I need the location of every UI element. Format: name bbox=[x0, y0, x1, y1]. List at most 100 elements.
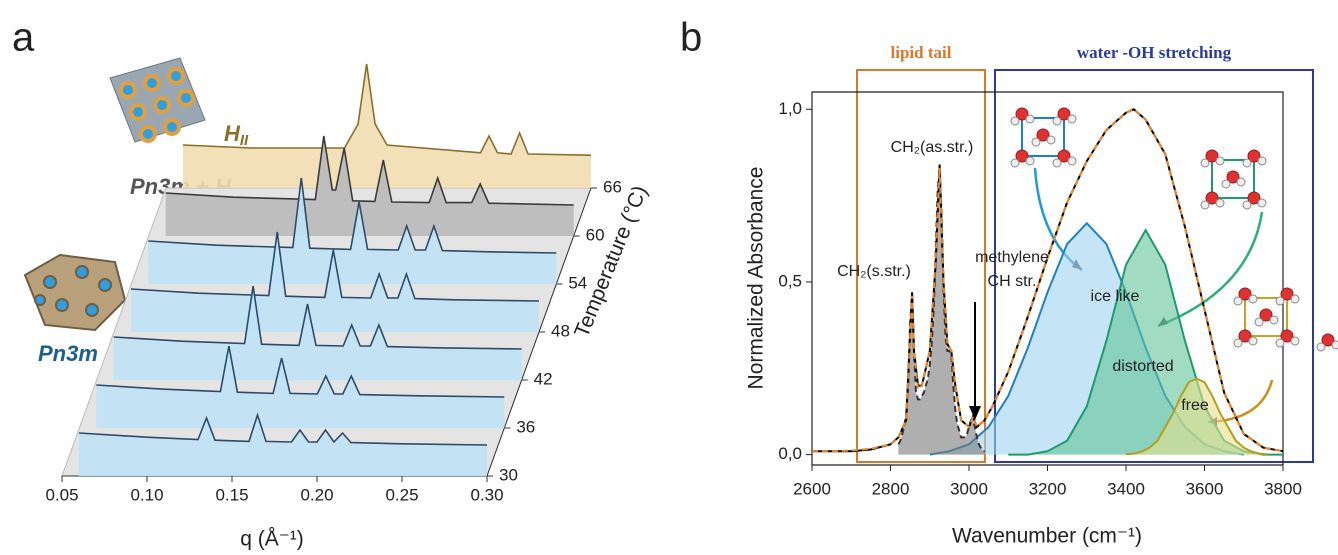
oxygen bbox=[1015, 107, 1029, 121]
x-axis-title: q (Å⁻¹) bbox=[240, 528, 304, 551]
ribbon-line bbox=[130, 231, 540, 302]
hydrogen bbox=[1200, 200, 1210, 210]
bond-box bbox=[1021, 117, 1065, 157]
hydrogen bbox=[1290, 294, 1300, 304]
y-tick-label: 0,0 bbox=[778, 444, 802, 463]
phase-label-text: H bbox=[224, 121, 241, 146]
annotation: CH str. bbox=[988, 273, 1037, 290]
annotation: CH₂(s.str.) bbox=[837, 263, 911, 280]
hydrogen bbox=[1275, 296, 1285, 306]
oxygen bbox=[1247, 191, 1261, 205]
hydrogen bbox=[1242, 158, 1252, 168]
oxygen bbox=[1057, 149, 1071, 163]
z-tick-label: 30 bbox=[499, 465, 518, 484]
ribbon-line bbox=[78, 412, 488, 446]
ribbon-fill bbox=[113, 286, 522, 380]
oxygen bbox=[1036, 128, 1050, 142]
y-axis-title: Normalized Absorbance bbox=[745, 167, 768, 390]
hydrogen bbox=[1052, 158, 1062, 168]
hydrogen bbox=[1233, 338, 1243, 348]
panel-b: b Normalized Absorbance Wavenumber (cm⁻¹… bbox=[680, 16, 1338, 548]
oxygen bbox=[1247, 149, 1261, 163]
hydrogen bbox=[1025, 156, 1035, 166]
x-tick-label: 3400 bbox=[1107, 479, 1145, 498]
region-box bbox=[994, 69, 1314, 463]
ribbon-fill bbox=[96, 346, 505, 428]
bond-box bbox=[1211, 159, 1255, 199]
panel-label: b bbox=[680, 16, 702, 60]
hii-illustration bbox=[109, 57, 206, 143]
panel-label: a bbox=[12, 16, 35, 60]
annotation-arrow-head bbox=[969, 406, 981, 420]
ribbon-line bbox=[165, 135, 574, 206]
region-box bbox=[856, 69, 986, 463]
ribbon-line bbox=[96, 345, 505, 398]
region-label: water -OH stretching bbox=[1077, 43, 1232, 62]
z-tick-label: 66 bbox=[603, 177, 622, 196]
annotation: methylene bbox=[975, 249, 1049, 266]
oxygen bbox=[1259, 308, 1273, 322]
x-tick-label: 2600 bbox=[793, 479, 831, 498]
y-tick-label: 1,0 bbox=[778, 99, 802, 118]
ribbon-fill bbox=[183, 64, 591, 188]
hydrogen bbox=[1233, 296, 1243, 306]
oxygen bbox=[1321, 333, 1335, 347]
oxygen bbox=[1280, 287, 1294, 301]
ribbon-fill bbox=[165, 136, 574, 236]
hydrogen bbox=[1031, 137, 1041, 147]
z-tick-label: 36 bbox=[516, 417, 535, 436]
x-axis-title: Wavenumber (cm⁻¹) bbox=[952, 525, 1142, 548]
hydrogen bbox=[1052, 116, 1062, 126]
hydrogen bbox=[1046, 135, 1056, 145]
ribbon-line bbox=[148, 177, 557, 254]
x-tick-label: 0.05 bbox=[45, 485, 78, 504]
oxygen bbox=[1226, 170, 1240, 184]
series-line bbox=[812, 108, 1284, 453]
y-tick-label: 0,5 bbox=[778, 271, 802, 290]
x-tick-label: 3200 bbox=[1029, 479, 1067, 498]
phase-label: HII bbox=[224, 121, 249, 149]
z-tick-label: 54 bbox=[568, 273, 587, 292]
oxygen bbox=[1057, 107, 1071, 121]
oxygen bbox=[1238, 329, 1252, 343]
x-tick-label: 0.15 bbox=[215, 485, 248, 504]
hydrogen bbox=[1025, 114, 1035, 124]
component-label: free bbox=[1181, 397, 1209, 414]
hydrogen bbox=[1290, 336, 1300, 346]
hydrogen bbox=[1254, 317, 1264, 327]
hydrogen bbox=[1242, 200, 1252, 210]
hydrogen bbox=[1331, 340, 1338, 350]
oxygen bbox=[1205, 191, 1219, 205]
component-label: ice like bbox=[1091, 288, 1140, 305]
hydrogen bbox=[1067, 114, 1077, 124]
phase-label: Pn3m bbox=[38, 341, 98, 366]
hydrogen bbox=[1010, 116, 1020, 126]
bond-box bbox=[1244, 297, 1288, 337]
pn3m-illustration bbox=[23, 253, 127, 332]
hydrogen bbox=[1275, 338, 1285, 348]
oxygen bbox=[1238, 287, 1252, 301]
area-fill bbox=[1008, 230, 1283, 455]
hydrogen bbox=[1215, 156, 1225, 166]
area-fill bbox=[898, 168, 985, 455]
hydrogen bbox=[1215, 198, 1225, 208]
hydrogen bbox=[1316, 342, 1326, 352]
ribbon-line bbox=[182, 63, 592, 156]
x-tick-label: 2800 bbox=[872, 479, 910, 498]
hydrogen bbox=[1067, 156, 1077, 166]
panel-a: a HII Pn3m + HII Pn3m q (Å⁻¹) Temperatur… bbox=[12, 16, 652, 551]
hydrogen bbox=[1257, 156, 1267, 166]
region-label: lipid tail bbox=[891, 43, 952, 62]
ribbon-line bbox=[113, 285, 522, 350]
x-tick-label: 0.25 bbox=[385, 485, 418, 504]
component-label: distorted bbox=[1112, 358, 1173, 375]
z-tick-label: 60 bbox=[586, 225, 605, 244]
hydrogen bbox=[1248, 336, 1258, 346]
z-tick-label: 48 bbox=[551, 321, 570, 340]
hydrogen bbox=[1269, 315, 1279, 325]
oxygen bbox=[1015, 149, 1029, 163]
hydrogen bbox=[1236, 177, 1246, 187]
ribbon-fill bbox=[79, 415, 487, 476]
ribbon-fill bbox=[148, 178, 557, 284]
